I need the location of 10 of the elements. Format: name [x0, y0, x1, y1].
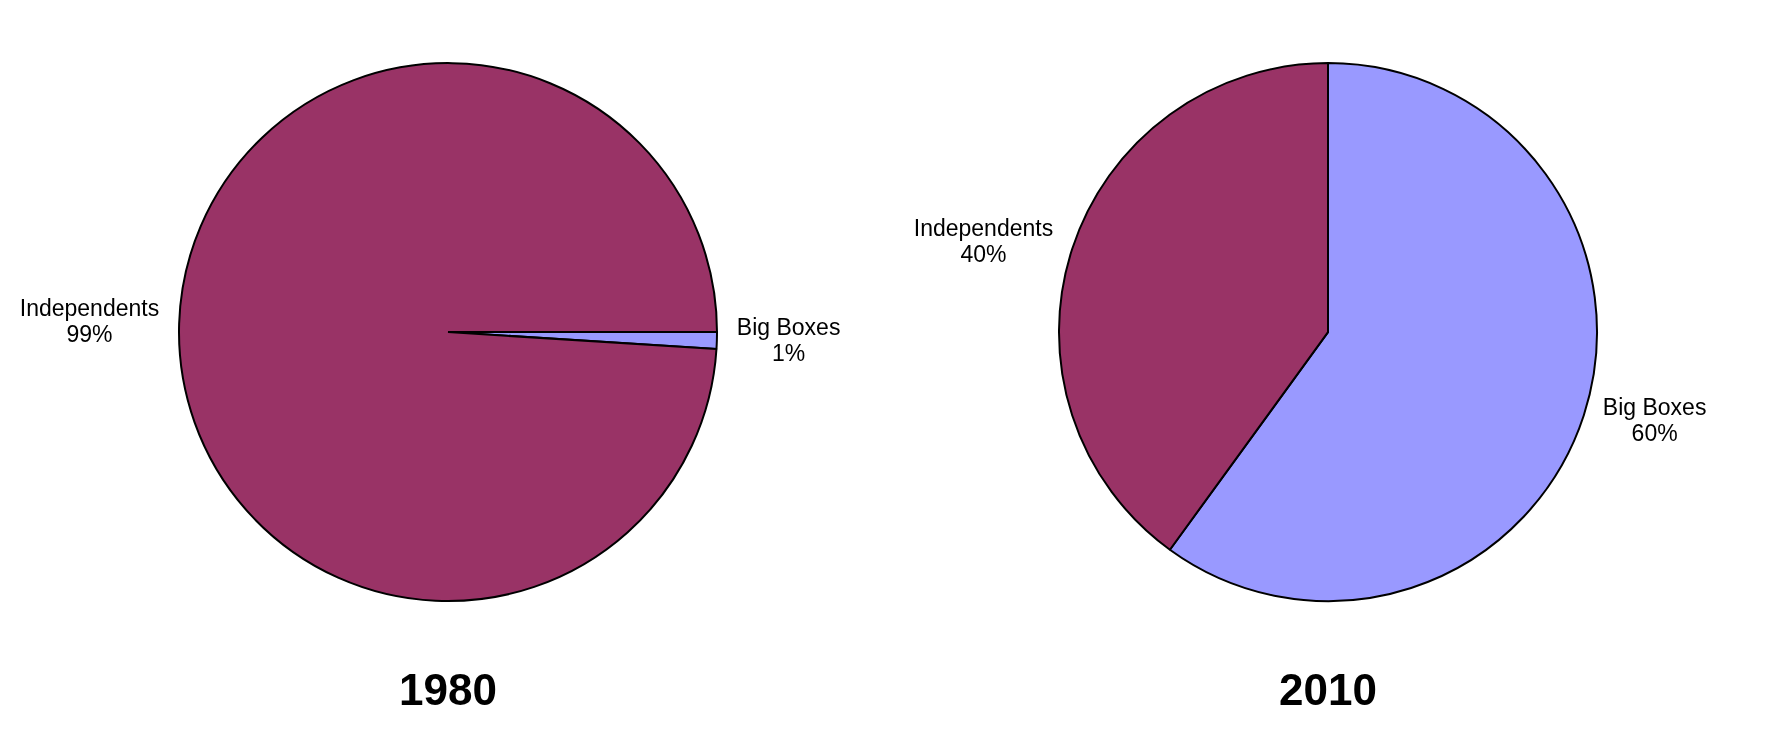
- data-label: 40%: [960, 241, 1007, 268]
- slice-label: Independents: [913, 215, 1054, 242]
- data-label: 99%: [66, 321, 113, 348]
- text: 2010: [1279, 664, 1377, 714]
- slice-label: Big Boxes: [1602, 393, 1707, 420]
- text: 1980: [399, 664, 497, 714]
- data-label: 1%: [772, 339, 806, 366]
- data-label: 60%: [1631, 419, 1678, 446]
- slice-label: Big Boxes: [736, 313, 841, 340]
- slice-label: Independents: [19, 295, 160, 322]
